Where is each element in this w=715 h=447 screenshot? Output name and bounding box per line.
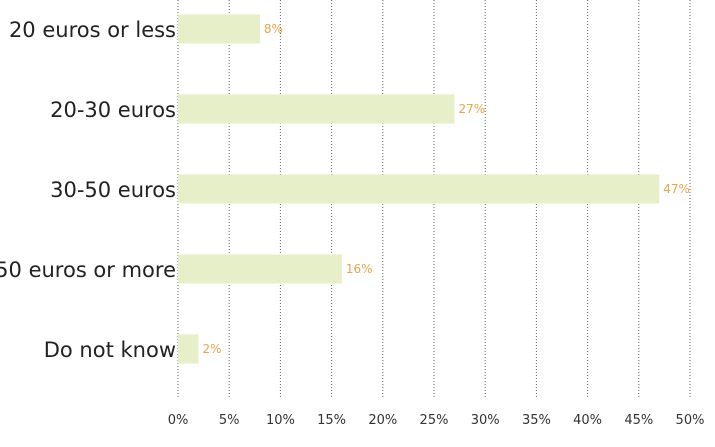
data-label: 8% bbox=[264, 22, 283, 36]
x-tick-label: 5% bbox=[219, 413, 240, 428]
data-label: 47% bbox=[663, 182, 690, 196]
x-tick-label: 30% bbox=[471, 413, 500, 428]
data-label: 27% bbox=[458, 102, 485, 116]
x-axis-tick-labels: 0% 5% 10% 15% 20% 25% 30% 35% 40% 45% 50% bbox=[168, 413, 705, 428]
x-tick-label: 50% bbox=[676, 413, 705, 428]
x-tick-label: 0% bbox=[168, 413, 189, 428]
x-tick-label: 45% bbox=[624, 413, 653, 428]
data-label: 2% bbox=[202, 342, 221, 356]
category-label: 30-50 euros bbox=[50, 178, 176, 202]
bar bbox=[178, 94, 455, 124]
category-label: 20-30 euros bbox=[50, 98, 176, 122]
data-labels: 8% 27% 47% 16% 2% bbox=[202, 22, 689, 356]
bar bbox=[178, 174, 660, 204]
bar bbox=[178, 254, 342, 284]
x-tick-label: 25% bbox=[420, 413, 449, 428]
x-tick-label: 35% bbox=[522, 413, 551, 428]
x-tick-label: 40% bbox=[573, 413, 602, 428]
x-tick-label: 20% bbox=[368, 413, 397, 428]
category-label: 50 euros or more bbox=[0, 258, 176, 282]
bar bbox=[178, 334, 199, 364]
category-labels: 20 euros or less 20-30 euros 30-50 euros 50… bbox=[0, 18, 176, 362]
x-tick-label: 10% bbox=[266, 413, 295, 428]
data-label: 16% bbox=[346, 262, 373, 276]
category-label: 20 euros or less bbox=[9, 18, 176, 42]
bar bbox=[178, 14, 260, 44]
bars bbox=[178, 14, 660, 364]
x-tick-label: 15% bbox=[317, 413, 346, 428]
category-label: Do not know bbox=[44, 338, 176, 362]
